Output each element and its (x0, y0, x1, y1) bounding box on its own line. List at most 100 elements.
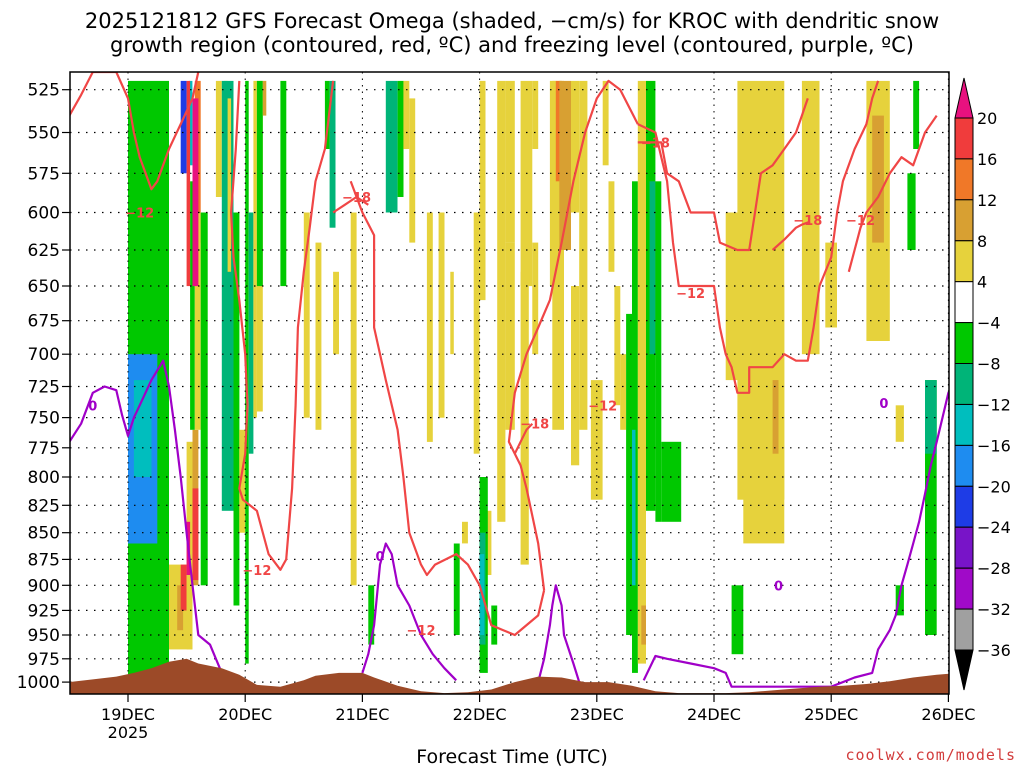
omega-cell (462, 521, 468, 544)
dgz-contour (847, 114, 938, 273)
dgz-contour (332, 195, 369, 214)
omega-cell (571, 286, 580, 466)
chart-title-line-1: 2025121812 GFS Forecast Omega (shaded, −… (84, 9, 940, 33)
y-tick-label: 975 (28, 650, 60, 670)
colorbar-bottom-arrow (954, 649, 974, 691)
colorbar-label: −32 (977, 600, 1011, 619)
colorbar-top-arrow (954, 77, 974, 119)
omega-cell (532, 80, 539, 149)
omega-cell (253, 80, 257, 418)
freezing-contour (70, 359, 229, 688)
omega-cell (186, 80, 191, 287)
omega-cell (239, 429, 246, 533)
dgz-contour-label: −12 (125, 207, 154, 222)
omega-cell (180, 80, 187, 174)
contour-labels: −12 −12 −12 −12 −12 −12 −18 −18 −18 −18 0 0 0 0 (88, 136, 888, 639)
freezing-contour (361, 542, 457, 682)
omega-cell (233, 212, 240, 606)
y-tick-label: 700 (28, 345, 60, 365)
dgz-contour-label: −18 (520, 418, 549, 433)
omega-cell (177, 585, 184, 631)
omega-cell (248, 212, 254, 454)
dgz-contour-label: −12 (242, 564, 271, 579)
x-axis-title: Forecast Time (UTC) (416, 746, 608, 768)
chart-title-line-2: growth region (contoured, red, ºC) and f… (110, 33, 914, 57)
dgz-contour-label: −12 (588, 399, 617, 414)
omega-cell (641, 605, 646, 645)
omega-cell (632, 181, 638, 673)
omega-cell (262, 80, 267, 116)
colorbar-label: 4 (977, 273, 987, 292)
omega-cell (215, 80, 222, 197)
omega-cell (473, 212, 480, 454)
dgz-contour (771, 220, 811, 251)
x-tick-label: 20DEC (218, 705, 272, 724)
omega-cell (620, 354, 627, 430)
x-year-label: 2025 (108, 723, 149, 742)
omega-cell (505, 80, 515, 243)
colorbar-bin (954, 281, 974, 324)
freezing-contour-label: 0 (375, 550, 384, 565)
terrain-area (70, 658, 949, 694)
dgz-contour (513, 422, 534, 455)
y-tick-label: 825 (28, 496, 60, 516)
omega-cell (661, 441, 682, 522)
omega-cell (221, 80, 234, 511)
y-tick-label: 925 (28, 601, 60, 621)
x-tick-label: 23DEC (570, 705, 624, 724)
omega-cell (409, 98, 416, 243)
y-tick-label: 725 (28, 378, 60, 398)
dgz-contour (507, 79, 639, 591)
omega-cell (194, 212, 201, 430)
x-tick-label: 26DEC (921, 705, 975, 724)
y-tick-label: 875 (28, 550, 60, 570)
colorbar-bin (954, 240, 974, 283)
y-tick-label: 750 (28, 409, 60, 429)
dgz-contour-label: −18 (793, 214, 822, 229)
omega-cell (655, 181, 662, 522)
colorbar-label: 16 (977, 150, 997, 169)
x-tick-label: 25DEC (804, 705, 858, 724)
omega-cell (895, 405, 904, 442)
omega-cell (571, 80, 580, 213)
colorbar-label: −20 (977, 477, 1011, 496)
colorbar-bin (954, 322, 974, 365)
omega-cell (590, 380, 603, 500)
colorbar-label: 12 (977, 191, 997, 210)
colorbar-label: −16 (977, 436, 1011, 455)
dgz-contour (230, 80, 335, 571)
omega-cell (315, 242, 322, 430)
colorbar-bin (954, 199, 974, 242)
omega-cell (450, 271, 454, 355)
y-tick-label: 1000 (17, 673, 60, 693)
omega-cell (632, 429, 636, 586)
x-tick-label: 22DEC (453, 705, 507, 724)
omega-cell (925, 380, 937, 635)
x-tick-label: 19DEC (101, 705, 155, 724)
freezing-contour (537, 584, 581, 683)
omega-cell (329, 80, 336, 228)
omega-cell (192, 488, 199, 581)
omega-cell (637, 80, 646, 664)
plot-frame (69, 71, 950, 695)
omega-cell (180, 564, 187, 611)
colorbar-label: −24 (977, 518, 1011, 537)
omega-cell (913, 80, 920, 149)
omega-cell (133, 380, 152, 477)
omega-cell (188, 80, 193, 166)
omega-cell (350, 212, 357, 586)
dgz-contour-label: −12 (407, 624, 436, 639)
omega-cell (385, 80, 398, 213)
colorbar: 20 16 12 8 4 −4 −8 −12 −16 −20 −24 −28 −32 −36 (954, 77, 1011, 691)
omega-cell (614, 286, 621, 406)
credit-link[interactable]: coolwx.com/models (845, 746, 1016, 764)
dgz-contour (637, 98, 809, 252)
omega-cell (227, 98, 232, 272)
colorbar-label: 8 (977, 232, 987, 251)
colorbar-label: −36 (977, 641, 1011, 660)
omega-cell (626, 313, 632, 635)
omega-cell (497, 80, 506, 522)
omega-cell (368, 585, 375, 645)
omega-cell (895, 585, 904, 616)
y-tick-label: 775 (28, 439, 60, 459)
